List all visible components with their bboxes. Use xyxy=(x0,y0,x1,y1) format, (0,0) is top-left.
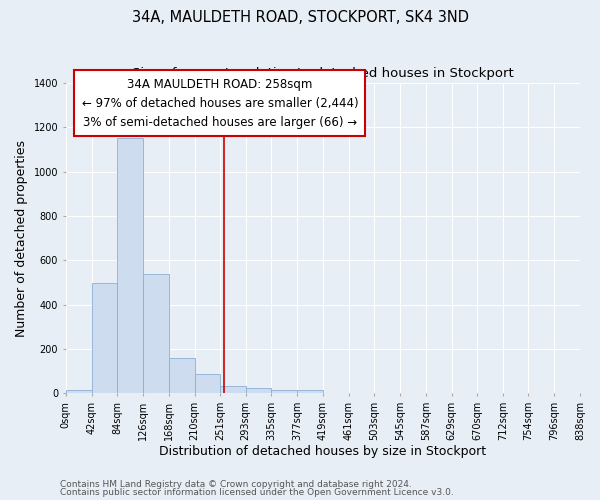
Text: 34A MAULDETH ROAD: 258sqm
← 97% of detached houses are smaller (2,444)
3% of sem: 34A MAULDETH ROAD: 258sqm ← 97% of detac… xyxy=(82,78,358,128)
X-axis label: Distribution of detached houses by size in Stockport: Distribution of detached houses by size … xyxy=(160,444,487,458)
Bar xyxy=(92,282,118,394)
Title: Size of property relative to detached houses in Stockport: Size of property relative to detached ho… xyxy=(132,68,514,80)
Bar xyxy=(169,358,194,394)
Bar xyxy=(194,374,220,394)
Text: Contains public sector information licensed under the Open Government Licence v3: Contains public sector information licen… xyxy=(60,488,454,497)
Bar xyxy=(66,390,92,394)
Bar xyxy=(297,390,323,394)
Bar xyxy=(220,386,245,394)
Bar xyxy=(245,388,271,394)
Y-axis label: Number of detached properties: Number of detached properties xyxy=(15,140,28,336)
Text: 34A, MAULDETH ROAD, STOCKPORT, SK4 3ND: 34A, MAULDETH ROAD, STOCKPORT, SK4 3ND xyxy=(131,10,469,25)
Bar xyxy=(143,274,169,394)
Bar xyxy=(271,390,297,394)
Text: Contains HM Land Registry data © Crown copyright and database right 2024.: Contains HM Land Registry data © Crown c… xyxy=(60,480,412,489)
Bar xyxy=(118,138,143,394)
